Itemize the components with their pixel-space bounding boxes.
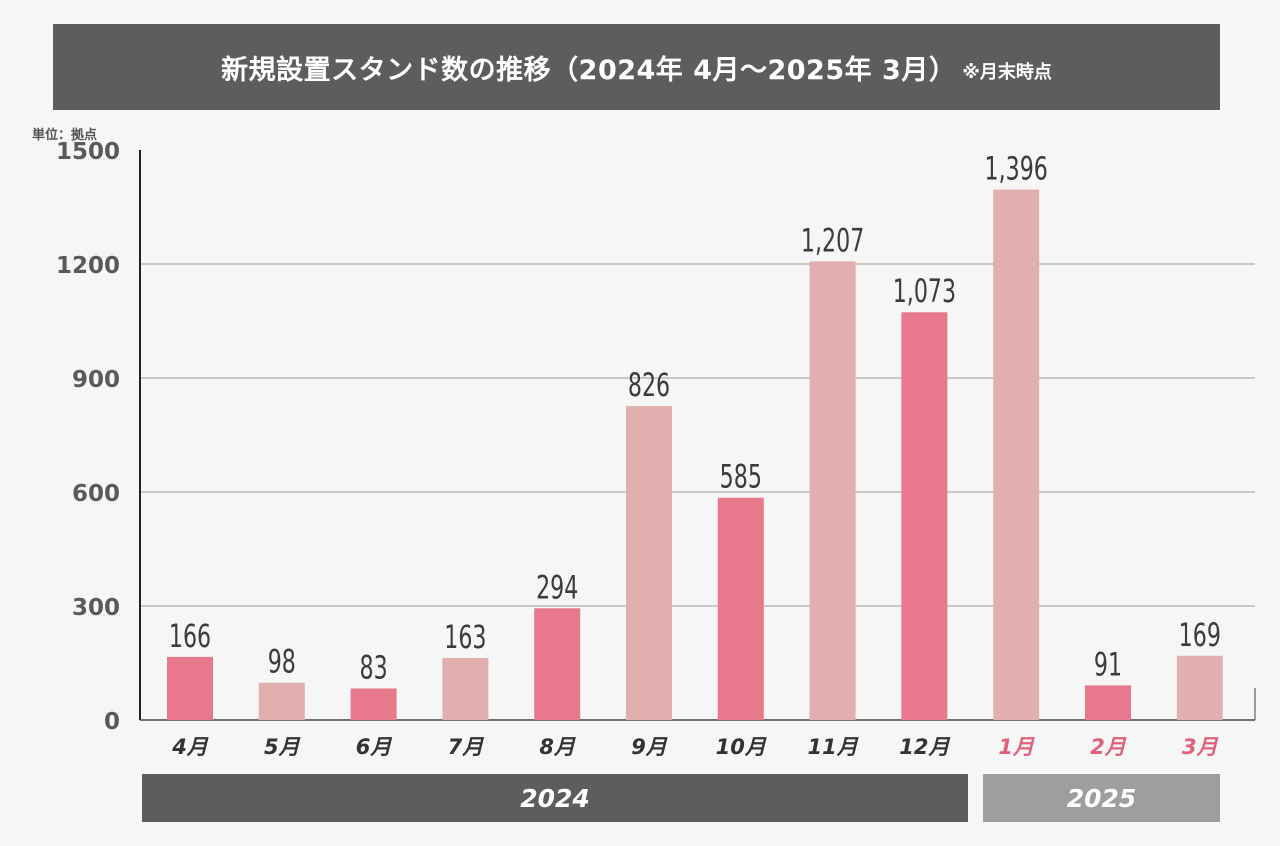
value-label: 294	[536, 568, 578, 607]
year-band-2025: 2025	[983, 774, 1220, 822]
bar-7	[717, 497, 764, 720]
bar-5	[534, 608, 581, 720]
value-label: 826	[628, 366, 670, 405]
value-label: 98	[268, 642, 296, 681]
x-tick-label: 1月	[998, 735, 1035, 759]
y-tick-label: 600	[72, 481, 120, 507]
bar-12	[1176, 655, 1223, 720]
unit-label: 単位：拠点	[32, 128, 98, 143]
bar-4	[442, 658, 489, 720]
x-tick-label: 2月	[1090, 735, 1127, 759]
x-tick-label: 10月	[716, 735, 767, 759]
y-tick-label: 1200	[56, 253, 120, 279]
value-label: 1,396	[985, 149, 1048, 188]
bar-11	[1085, 685, 1131, 720]
y-tick-label: 300	[72, 595, 120, 621]
x-tick-label: 11月	[807, 735, 858, 759]
x-tick-label: 5月	[264, 735, 301, 759]
x-tick-label: 7月	[448, 735, 485, 759]
value-label: 163	[444, 618, 486, 657]
value-label: 83	[360, 648, 388, 687]
bar-10	[993, 189, 1040, 720]
x-tick-label: 6月	[356, 735, 393, 759]
x-tick-label: 8月	[539, 735, 576, 759]
value-label: 585	[720, 457, 762, 496]
bar-6	[626, 406, 672, 720]
x-tick-label: 4月	[171, 735, 209, 759]
bar-1	[167, 656, 213, 720]
bar-2	[258, 682, 305, 720]
value-label: 1,207	[801, 221, 864, 260]
y-tick-label: 0	[104, 709, 120, 735]
bar-3	[350, 688, 397, 720]
x-tick-label: 12月	[899, 735, 950, 759]
bar-8	[809, 261, 856, 720]
x-tick-label: 9月	[631, 735, 668, 759]
chart-title: 新規設置スタンド数の推移（2024年 4月〜2025年 3月）	[221, 54, 957, 86]
y-tick-label: 900	[72, 367, 120, 393]
chart-title-note: ※月末時点	[962, 62, 1052, 83]
value-label: 91	[1094, 645, 1122, 684]
y-tick-label: 1500	[56, 139, 120, 165]
bar-9	[901, 312, 948, 720]
chart-title-bar: 新規設置スタンド数の推移（2024年 4月〜2025年 3月） ※月末時点	[53, 24, 1220, 110]
value-label: 166	[169, 617, 211, 656]
value-label: 169	[1179, 615, 1221, 654]
x-tick-label: 3月	[1182, 735, 1219, 759]
year-band-2024: 2024	[142, 774, 968, 822]
value-label: 1,073	[893, 272, 956, 311]
